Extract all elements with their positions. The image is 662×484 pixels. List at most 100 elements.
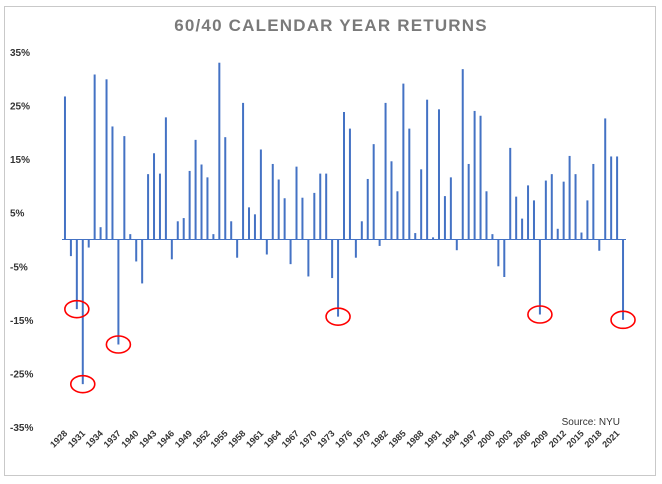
bar-1938 (123, 136, 126, 240)
x-tick-label: 1967 (280, 428, 301, 449)
x-tick-label: 1943 (137, 428, 158, 449)
bar-1983 (390, 161, 393, 240)
x-tick-label: 1940 (119, 428, 140, 449)
bar-1961 (259, 149, 262, 240)
y-tick-label: -15% (10, 316, 33, 327)
bar-1998 (479, 115, 482, 240)
x-tick-label: 1952 (191, 428, 212, 449)
bar-1982 (384, 102, 387, 240)
bar-2019 (604, 118, 607, 240)
bar-2017 (592, 163, 595, 240)
bar-2013 (568, 155, 571, 240)
bar-1939 (129, 234, 132, 240)
x-tick-label: 1949 (173, 428, 194, 449)
x-tick-label: 2003 (493, 428, 514, 449)
bar-1995 (461, 69, 464, 240)
bar-2001 (497, 239, 500, 267)
x-tick-label: 1955 (208, 428, 229, 449)
highlight-circle-2022 (610, 310, 636, 330)
bar-1940 (135, 239, 138, 262)
bar-1991 (437, 109, 440, 240)
bar-1934 (99, 227, 102, 240)
bar-1953 (212, 234, 215, 240)
bar-2014 (574, 174, 577, 240)
y-tick-label: -35% (10, 423, 33, 434)
bar-1997 (473, 110, 476, 240)
y-tick-label: -5% (10, 262, 28, 273)
x-tick-label: 1985 (387, 428, 408, 449)
y-tick-label: 5% (10, 209, 25, 220)
bar-1967 (295, 166, 298, 240)
bar-1932 (87, 239, 90, 248)
bar-1945 (164, 117, 167, 240)
bar-1979 (366, 178, 369, 240)
bar-1936 (111, 126, 114, 240)
bar-2011 (556, 228, 559, 240)
bar-2006 (527, 185, 530, 240)
bar-1981 (378, 239, 381, 246)
bar-1935 (105, 79, 108, 240)
highlight-circle-1930 (64, 299, 90, 319)
bar-2012 (562, 181, 565, 240)
bar-1968 (301, 197, 304, 240)
bar-1949 (188, 170, 191, 240)
highlight-circle-1937 (105, 335, 132, 354)
x-tick-label: 2021 (600, 428, 621, 449)
x-tick-label: 1973 (315, 428, 336, 449)
bar-1946 (170, 239, 173, 260)
bar-1986 (408, 128, 411, 240)
x-axis-ticks: 1928193119341937194019431946194919521955… (48, 428, 621, 449)
bar-2022 (622, 239, 625, 320)
bar-1941 (141, 239, 144, 284)
highlight-circle-2008 (527, 305, 553, 324)
bar-1975 (343, 112, 345, 240)
bar-1987 (414, 233, 417, 240)
bar-1964 (277, 179, 280, 240)
x-tick-label: 1976 (333, 428, 354, 449)
bar-1966 (289, 239, 292, 265)
bar-1980 (372, 144, 375, 240)
bar-2002 (503, 239, 506, 277)
bar-2010 (550, 174, 553, 240)
bar-1960 (253, 214, 256, 240)
x-tick-label: 1946 (155, 428, 176, 449)
bar-2004 (515, 196, 518, 240)
bar-1963 (271, 163, 274, 240)
chart-frame (4, 6, 656, 476)
y-axis-ticks: 35% 25% 15% 5% -5% -15% -25% -35% (10, 48, 33, 434)
bar-1952 (206, 177, 209, 240)
x-tick-label: 1937 (102, 428, 123, 449)
bar-1985 (402, 83, 405, 240)
bar-1965 (283, 198, 286, 240)
bar-2005 (521, 218, 524, 240)
bar-2009 (544, 180, 547, 240)
chart-title: 60/40 CALENDAR YEAR RETURNS (174, 16, 488, 35)
bar-1984 (396, 191, 399, 240)
y-tick-label: -25% (10, 369, 33, 380)
bar-1930 (75, 239, 78, 310)
bar-1944 (158, 173, 161, 240)
x-tick-label: 1961 (244, 428, 265, 449)
bar-1993 (449, 177, 452, 240)
bar-1976 (348, 128, 351, 240)
bar-1943 (153, 153, 156, 240)
bar-1928 (63, 96, 66, 240)
bar-2007 (532, 200, 535, 240)
x-tick-label: 1994 (440, 428, 461, 449)
y-tick-label: 15% (10, 155, 30, 166)
highlight-circles (64, 299, 636, 394)
x-tick-label: 1979 (351, 428, 372, 449)
bar-2020 (610, 156, 613, 240)
y-tick-label: 25% (10, 102, 30, 113)
bar-1977 (354, 239, 357, 258)
x-tick-label: 2006 (511, 428, 532, 449)
bar-1994 (455, 239, 458, 251)
bar-1951 (200, 164, 203, 240)
bar-2018 (598, 239, 601, 251)
bar-2015 (580, 232, 583, 240)
bar-1990 (432, 237, 435, 240)
bar-1950 (194, 139, 197, 240)
x-tick-label: 1982 (369, 428, 390, 449)
y-tick-label: 35% (10, 48, 30, 59)
